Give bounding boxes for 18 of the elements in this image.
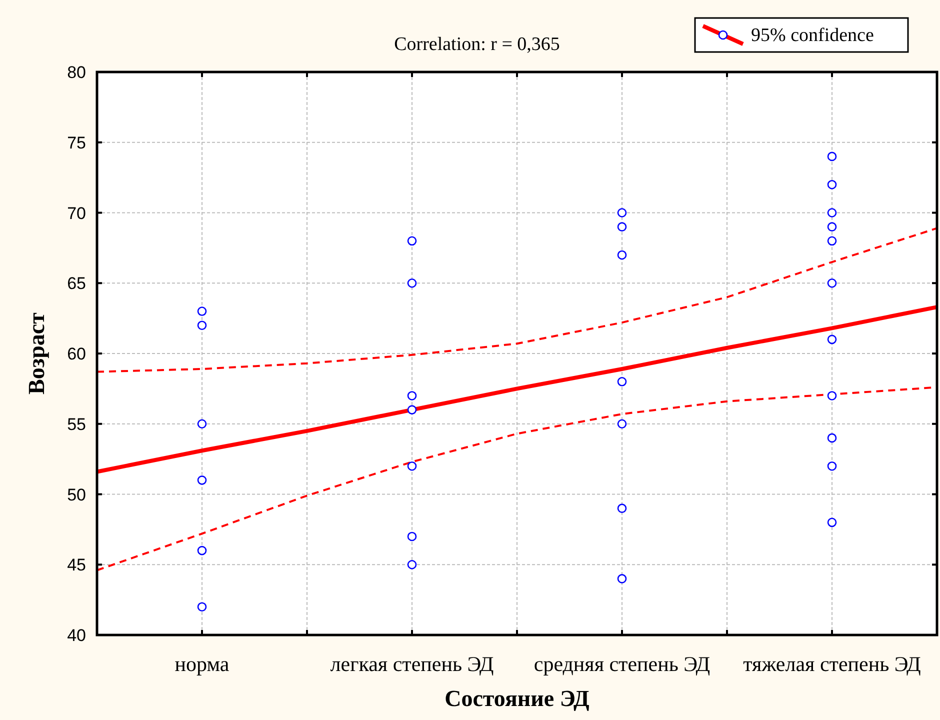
legend-label: 95% confidence: [751, 25, 874, 46]
y-axis-title: Возраст: [24, 312, 49, 394]
y-tick-label: 55: [67, 414, 86, 434]
y-tick-label: 65: [67, 274, 86, 294]
x-tick-label: средняя степень ЭД: [534, 652, 710, 676]
x-tick-label: легкая степень ЭД: [330, 652, 494, 676]
x-tick-label: тяжелая степень ЭД: [743, 652, 921, 676]
y-tick-label: 50: [67, 485, 86, 504]
y-tick-label: 80: [67, 63, 86, 82]
y-tick-label: 45: [67, 556, 86, 575]
y-tick-label: 60: [67, 344, 86, 364]
x-tick-label: норма: [174, 652, 230, 676]
y-tick-label: 40: [67, 626, 86, 645]
line-series: [96, 227, 938, 373]
x-axis-title: Состояние ЭД: [444, 686, 590, 711]
y-tick-label: 70: [67, 204, 86, 223]
y-tick-label: 75: [67, 133, 86, 152]
chart-title: Correlation: r = 0,365: [394, 34, 560, 55]
